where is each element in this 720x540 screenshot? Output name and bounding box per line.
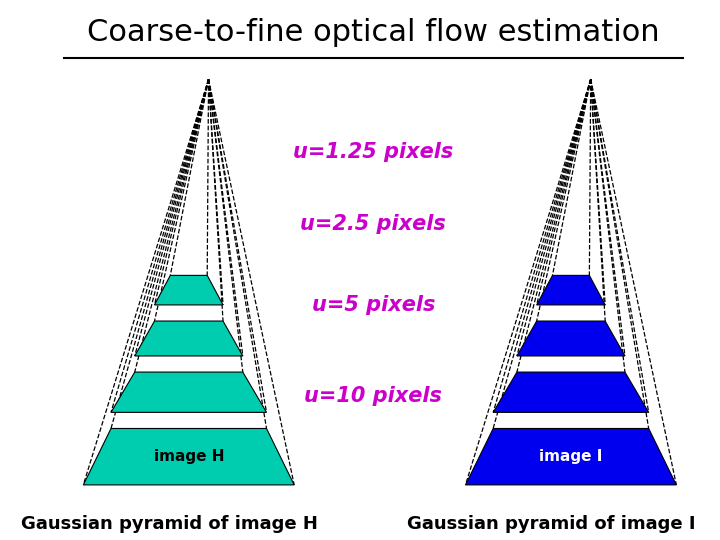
Text: Gaussian pyramid of image H: Gaussian pyramid of image H — [21, 515, 318, 533]
Polygon shape — [84, 428, 294, 485]
Text: Coarse-to-fine optical flow estimation: Coarse-to-fine optical flow estimation — [87, 17, 660, 46]
Polygon shape — [155, 275, 223, 305]
Text: u=2.5 pixels: u=2.5 pixels — [300, 214, 446, 234]
Text: u=10 pixels: u=10 pixels — [305, 386, 442, 406]
Polygon shape — [536, 275, 606, 305]
Text: Gaussian pyramid of image I: Gaussian pyramid of image I — [407, 515, 696, 533]
Polygon shape — [466, 428, 676, 485]
Polygon shape — [135, 321, 243, 356]
Text: image H: image H — [153, 449, 224, 464]
Text: image I: image I — [539, 449, 603, 464]
Polygon shape — [493, 372, 649, 413]
Text: u=5 pixels: u=5 pixels — [312, 295, 435, 315]
Polygon shape — [517, 321, 625, 356]
Text: u=1.25 pixels: u=1.25 pixels — [293, 142, 454, 162]
Polygon shape — [111, 372, 266, 413]
